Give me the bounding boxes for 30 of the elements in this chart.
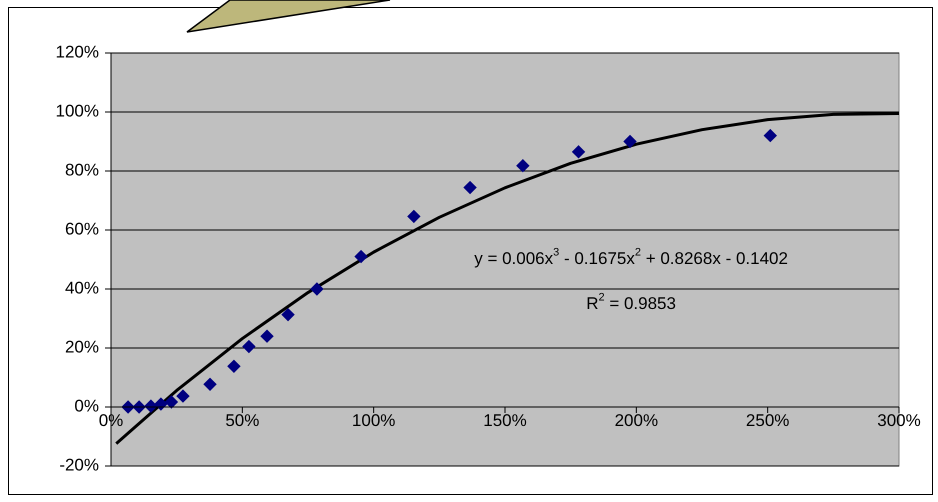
x-tick-label: 150%: [483, 410, 527, 430]
point: [154, 398, 168, 411]
point: [282, 308, 295, 322]
y-tick-label: 0%: [74, 396, 99, 416]
point: [242, 340, 256, 354]
point: [176, 390, 190, 403]
point: [624, 135, 637, 148]
point: [204, 378, 217, 391]
x-tick-label: 300%: [877, 410, 921, 430]
point: [227, 360, 240, 373]
x-tick-label: 250%: [746, 410, 790, 430]
point: [260, 330, 274, 343]
point: [516, 159, 530, 172]
y-tick-label: 40%: [64, 278, 99, 298]
x-tick-label: 100%: [352, 410, 396, 430]
y-tick-label: 80%: [64, 160, 99, 180]
point: [764, 129, 777, 142]
x-tick-label: 200%: [614, 410, 658, 430]
point: [572, 145, 586, 158]
y-tick-label: 20%: [64, 338, 99, 357]
point: [310, 282, 324, 296]
y-tick-label: 60%: [64, 220, 99, 239]
y-tick-label: 120%: [56, 42, 99, 62]
point: [407, 210, 420, 223]
x-tick-label: 50%: [225, 410, 260, 430]
point: [354, 250, 368, 264]
y-tick-label: -20%: [59, 456, 99, 475]
point: [164, 395, 178, 408]
point: [464, 181, 477, 194]
y-tick-label: 100%: [56, 102, 99, 121]
